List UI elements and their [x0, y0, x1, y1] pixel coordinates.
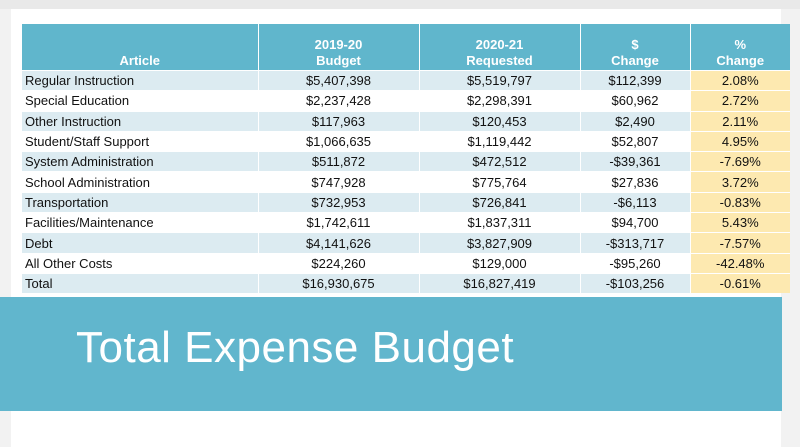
- requested-cell: $472,512: [419, 151, 581, 172]
- requested-cell: $5,519,797: [419, 69, 581, 91]
- requested-cell: $120,453: [419, 110, 581, 132]
- pct-change-cell: -42.48%: [690, 252, 790, 274]
- header-article: Article: [22, 24, 259, 71]
- pct-change-cell: -7.69%: [690, 151, 790, 172]
- requested-cell: $3,827,909: [419, 232, 581, 254]
- budget-cell: $224,260: [258, 252, 420, 274]
- pct-change-cell: 2.72%: [690, 90, 790, 112]
- article-cell: Other Instruction: [22, 110, 259, 132]
- pct-change-cell: -7.57%: [690, 232, 790, 254]
- table-row: Facilities/Maintenance $1,742,611 $1,837…: [22, 212, 790, 233]
- pct-change-cell: 3.72%: [690, 171, 790, 193]
- change-cell: $27,836: [580, 171, 691, 193]
- header-article-label: Article: [119, 53, 160, 68]
- pct-change-cell: 2.11%: [690, 110, 790, 132]
- budget-cell: $16,930,675: [258, 272, 420, 294]
- table-row: Student/Staff Support $1,066,635 $1,119,…: [22, 130, 790, 152]
- total-row: Total $16,930,675 $16,827,419 -$103,256 …: [22, 272, 790, 294]
- header-dollar-change: $ Change: [580, 24, 691, 71]
- budget-cell: $2,237,428: [258, 90, 420, 112]
- table-row: Special Education $2,237,428 $2,298,391 …: [22, 90, 790, 112]
- requested-cell: $129,000: [419, 252, 581, 274]
- article-cell: Transportation: [22, 191, 259, 213]
- change-cell: $2,490: [580, 110, 691, 132]
- header-pct-line2: Change: [716, 53, 765, 68]
- header-requested: 2020-21 Requested: [419, 24, 581, 71]
- top-strip: [0, 0, 800, 9]
- requested-cell: $2,298,391: [419, 90, 581, 112]
- header-pct-change: % Change: [690, 24, 790, 71]
- pct-change-cell: -0.61%: [690, 272, 790, 294]
- article-cell: Debt: [22, 232, 259, 254]
- header-budget-line1: 2019-20: [314, 37, 363, 52]
- table-row: System Administration $511,872 $472,512 …: [22, 151, 790, 172]
- budget-cell: $4,141,626: [258, 232, 420, 254]
- requested-cell: $1,119,442: [419, 130, 581, 152]
- requested-cell: $1,837,311: [419, 212, 581, 233]
- table-row: Transportation $732,953 $726,841 -$6,113…: [22, 191, 790, 213]
- change-cell: -$6,113: [580, 191, 691, 213]
- article-cell: Special Education: [22, 90, 259, 112]
- budget-cell: $511,872: [258, 151, 420, 172]
- slide: Article 2019-20 Budget 2020-21 Requested…: [11, 9, 790, 447]
- change-cell: -$95,260: [580, 252, 691, 274]
- budget-cell: $1,742,611: [258, 212, 420, 233]
- article-cell: Student/Staff Support: [22, 130, 259, 152]
- article-cell: Facilities/Maintenance: [22, 212, 259, 233]
- budget-cell: $732,953: [258, 191, 420, 213]
- header-change-line1: $: [631, 37, 639, 52]
- change-cell: -$103,256: [580, 272, 691, 294]
- change-cell: -$313,717: [580, 232, 691, 254]
- change-cell: $94,700: [580, 212, 691, 233]
- header-requested-line2: Requested: [466, 53, 533, 68]
- requested-cell: $775,764: [419, 171, 581, 193]
- article-cell: All Other Costs: [22, 252, 259, 274]
- article-cell: Total: [22, 272, 259, 294]
- budget-table: Article 2019-20 Budget 2020-21 Requested…: [22, 24, 790, 294]
- title-banner: Total Expense Budget: [0, 297, 782, 411]
- header-row: Article 2019-20 Budget 2020-21 Requested…: [22, 24, 790, 71]
- header-pct-line1: %: [734, 37, 747, 52]
- header-budget: 2019-20 Budget: [258, 24, 420, 71]
- slide-title: Total Expense Budget: [76, 323, 515, 372]
- table-row: Regular Instruction $5,407,398 $5,519,79…: [22, 69, 790, 91]
- change-cell: $52,807: [580, 130, 691, 152]
- header-change-line2: Change: [611, 53, 659, 68]
- requested-cell: $16,827,419: [419, 272, 581, 294]
- budget-cell: $1,066,635: [258, 130, 420, 152]
- change-cell: -$39,361: [580, 151, 691, 172]
- header-requested-line1: 2020-21: [475, 37, 524, 52]
- table-row: All Other Costs $224,260 $129,000 -$95,2…: [22, 252, 790, 274]
- requested-cell: $726,841: [419, 191, 581, 213]
- budget-cell: $117,963: [258, 110, 420, 132]
- pct-change-cell: 5.43%: [690, 212, 790, 233]
- budget-cell: $5,407,398: [258, 69, 420, 91]
- article-cell: School Administration: [22, 171, 259, 193]
- article-cell: Regular Instruction: [22, 69, 259, 91]
- table-row: Other Instruction $117,963 $120,453 $2,4…: [22, 110, 790, 132]
- change-cell: $60,962: [580, 90, 691, 112]
- budget-cell: $747,928: [258, 171, 420, 193]
- pct-change-cell: 2.08%: [690, 69, 790, 91]
- change-cell: $112,399: [580, 69, 691, 91]
- pct-change-cell: 4.95%: [690, 130, 790, 152]
- article-cell: System Administration: [22, 151, 259, 172]
- pct-change-cell: -0.83%: [690, 191, 790, 213]
- table-row: Debt $4,141,626 $3,827,909 -$313,717 -7.…: [22, 232, 790, 254]
- table-row: School Administration $747,928 $775,764 …: [22, 171, 790, 193]
- header-budget-line2: Budget: [316, 53, 361, 68]
